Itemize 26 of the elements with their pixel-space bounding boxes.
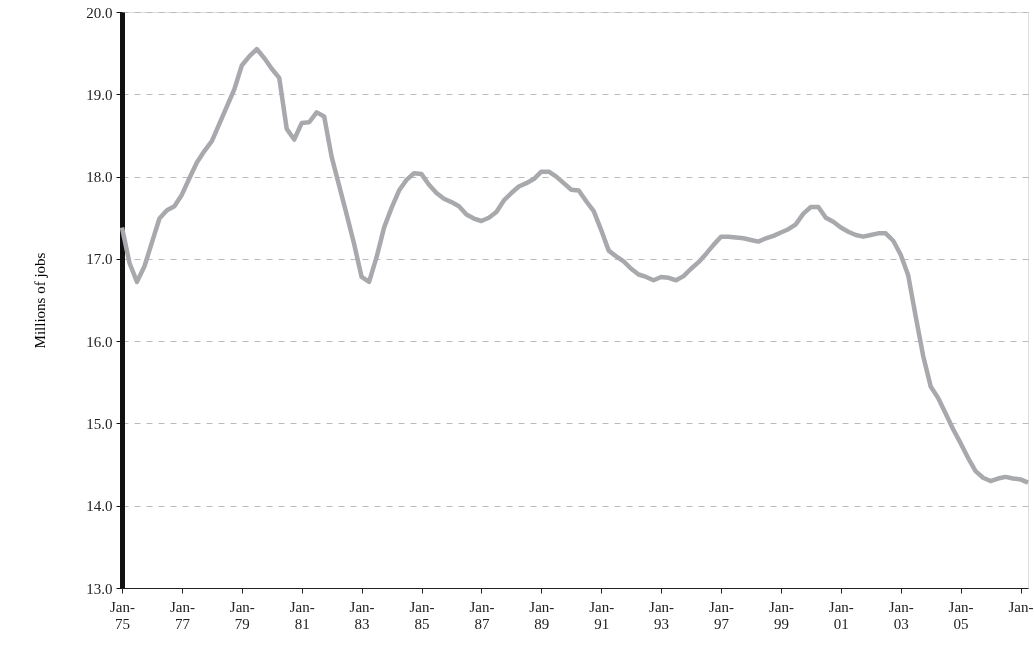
x-tick-label: Jan-79 [229,598,255,632]
y-tick-label: 20.0 [86,4,113,21]
x-tick-label: Jan- [1008,598,1034,615]
y-tick-label: 13.0 [86,580,113,597]
x-tick-label: Jan-05 [948,598,974,632]
y-tick-label: 19.0 [86,86,113,103]
x-tick-label: Jan-77 [169,598,195,632]
x-tick-label: Jan-75 [110,598,135,632]
x-tick-label: Jan-03 [888,598,914,632]
x-tick-label: Jan-99 [768,598,794,632]
x-tick-label: Jan-87 [469,598,495,632]
x-tick-label: Jan-91 [589,598,615,632]
y-tick-label: 17.0 [86,251,113,268]
line-series [119,46,1031,485]
x-tick-label: Jan-83 [349,598,375,632]
y-tick-label: 14.0 [86,498,113,515]
x-tick-label: Jan-97 [709,598,735,632]
x-tick-label: Jan-93 [649,598,675,632]
y-tick-label: 16.0 [86,333,113,350]
x-tick-label: Jan-81 [289,598,315,632]
x-tick-label: Jan-01 [828,598,854,632]
y-tick-label: 18.0 [86,169,113,186]
y-axis-title: Millions of jobs [32,252,49,349]
x-tick-label: Jan-85 [409,598,435,632]
y-tick-label: 15.0 [86,415,113,432]
x-tick-label: Jan-89 [529,598,555,632]
